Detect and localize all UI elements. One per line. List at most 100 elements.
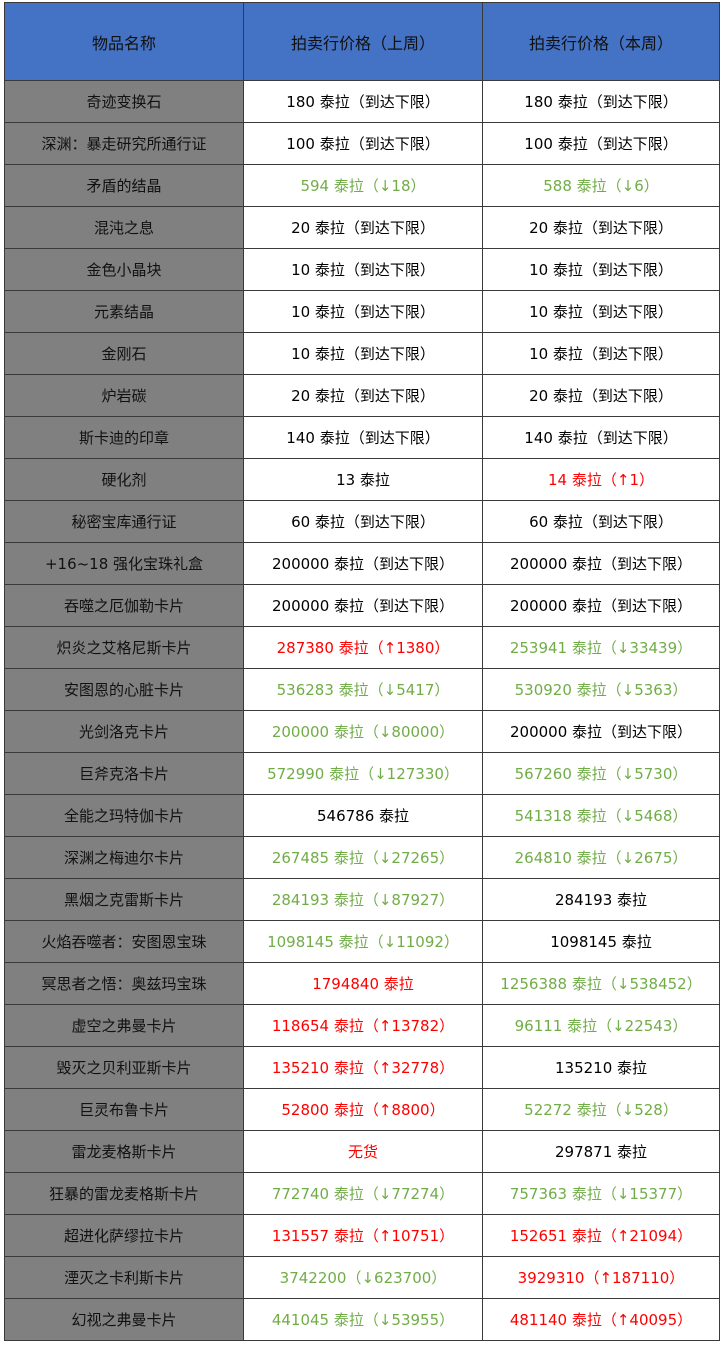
item-name: 火焰吞噬者：安图恩宝珠 — [4, 920, 244, 963]
table-row: 全能之玛特伽卡片 546786 泰拉 541318 泰拉（↓5468） — [4, 794, 720, 837]
price-cell: 253941 泰拉（↓33439） — [482, 626, 720, 669]
table-row: 硬化剂 13 泰拉 14 泰拉（↑1） — [4, 458, 720, 501]
table-row: 毁灭之贝利亚斯卡片 135210 泰拉（↑32778） 135210 泰拉 — [4, 1046, 720, 1089]
item-name: 深渊：暴走研究所通行证 — [4, 122, 244, 165]
table-row: 混沌之息 20 泰拉（到达下限） 20 泰拉（到达下限） — [4, 206, 720, 249]
item-name: 混沌之息 — [4, 206, 244, 249]
table-row: 安图恩的心脏卡片 536283 泰拉（↓5417） 530920 泰拉（↓5363） — [4, 668, 720, 711]
price-cell: 100 泰拉（到达下限） — [243, 122, 483, 165]
table-row: 奇迹变换石 180 泰拉（到达下限） 180 泰拉（到达下限） — [4, 80, 720, 123]
price-cell: 284193 泰拉 — [482, 878, 720, 921]
price-cell: 536283 泰拉（↓5417） — [243, 668, 483, 711]
price-cell: 546786 泰拉 — [243, 794, 483, 837]
item-name: 金色小晶块 — [4, 248, 244, 291]
price-cell: 10 泰拉（到达下限） — [482, 290, 720, 333]
table-row: 深渊之梅迪尔卡片 267485 泰拉（↓27265） 264810 泰拉（↓2675… — [4, 836, 720, 879]
price-cell: 10 泰拉（到达下限） — [482, 248, 720, 291]
item-name: 金刚石 — [4, 332, 244, 375]
price-cell: 20 泰拉（到达下限） — [482, 206, 720, 249]
price-cell: 572990 泰拉（↓127330） — [243, 752, 483, 795]
item-name: 硬化剂 — [4, 458, 244, 501]
table-row: 湮灭之卡利斯卡片 3742200（↓623700） 3929310（↑187110） — [4, 1256, 720, 1299]
price-cell: 567260 泰拉（↓5730） — [482, 752, 720, 795]
table-row: 元素结晶 10 泰拉（到达下限） 10 泰拉（到达下限） — [4, 290, 720, 333]
price-cell: 297871 泰拉 — [482, 1130, 720, 1173]
item-name: 炉岩碳 — [4, 374, 244, 417]
item-name: 炽炎之艾格尼斯卡片 — [4, 626, 244, 669]
price-cell: 1098145 泰拉（↓11092） — [243, 920, 483, 963]
item-name: 深渊之梅迪尔卡片 — [4, 836, 244, 879]
table-row: 吞噬之厄伽勒卡片 200000 泰拉（到达下限） 200000 泰拉（到达下限） — [4, 584, 720, 627]
item-name: 巨斧克洛卡片 — [4, 752, 244, 795]
price-table: 物品名称 拍卖行价格（上周） 拍卖行价格（本周） 奇迹变换石 180 泰拉（到达下… — [4, 2, 720, 1341]
item-name: 毁灭之贝利亚斯卡片 — [4, 1046, 244, 1089]
price-cell: 180 泰拉（到达下限） — [243, 80, 483, 123]
price-cell: 52800 泰拉（↑8800） — [243, 1088, 483, 1131]
price-cell: 284193 泰拉（↓87927） — [243, 878, 483, 921]
item-name: 黑烟之克雷斯卡片 — [4, 878, 244, 921]
item-name: 雷龙麦格斯卡片 — [4, 1130, 244, 1173]
price-cell: 10 泰拉（到达下限） — [243, 290, 483, 333]
price-cell: 3929310（↑187110） — [482, 1256, 720, 1299]
price-cell: 588 泰拉（↓6） — [482, 164, 720, 207]
table-row: 幻视之弗曼卡片 441045 泰拉（↓53955） 481140 泰拉（↑40095… — [4, 1298, 720, 1341]
price-cell: 10 泰拉（到达下限） — [243, 248, 483, 291]
price-cell: 594 泰拉（↓18） — [243, 164, 483, 207]
item-name: 光剑洛克卡片 — [4, 710, 244, 753]
item-name: 冥思者之悟：奥兹玛宝珠 — [4, 962, 244, 1005]
table-row: 超进化萨缪拉卡片 131557 泰拉（↑10751） 152651 泰拉（↑2109… — [4, 1214, 720, 1257]
price-cell: 530920 泰拉（↓5363） — [482, 668, 720, 711]
price-cell: 无货 — [243, 1130, 483, 1173]
item-name: 矛盾的结晶 — [4, 164, 244, 207]
table-body: 物品名称 拍卖行价格（上周） 拍卖行价格（本周） 奇迹变换石 180 泰拉（到达下… — [4, 2, 720, 1341]
table-row: 矛盾的结晶 594 泰拉（↓18） 588 泰拉（↓6） — [4, 164, 720, 207]
price-cell: 441045 泰拉（↓53955） — [243, 1298, 483, 1341]
price-cell: 541318 泰拉（↓5468） — [482, 794, 720, 837]
price-cell: 200000 泰拉（到达下限） — [243, 542, 483, 585]
price-cell: 96111 泰拉（↓22543） — [482, 1004, 720, 1047]
price-cell: 20 泰拉（到达下限） — [243, 374, 483, 417]
price-cell: 1098145 泰拉 — [482, 920, 720, 963]
price-cell: 180 泰拉（到达下限） — [482, 80, 720, 123]
item-name: 安图恩的心脏卡片 — [4, 668, 244, 711]
price-cell: 287380 泰拉（↑1380） — [243, 626, 483, 669]
table-row: 炽炎之艾格尼斯卡片 287380 泰拉（↑1380） 253941 泰拉（↓3343… — [4, 626, 720, 669]
price-cell: 200000 泰拉（到达下限） — [482, 584, 720, 627]
header-cell: 物品名称 — [4, 2, 244, 81]
item-name: 幻视之弗曼卡片 — [4, 1298, 244, 1341]
price-cell: 264810 泰拉（↓2675） — [482, 836, 720, 879]
price-cell: 14 泰拉（↑1） — [482, 458, 720, 501]
price-cell: 60 泰拉（到达下限） — [243, 500, 483, 543]
table-row: 巨灵布鲁卡片 52800 泰拉（↑8800） 52272 泰拉（↓528） — [4, 1088, 720, 1131]
item-name: 湮灭之卡利斯卡片 — [4, 1256, 244, 1299]
table-row: 金色小晶块 10 泰拉（到达下限） 10 泰拉（到达下限） — [4, 248, 720, 291]
price-cell: 131557 泰拉（↑10751） — [243, 1214, 483, 1257]
price-cell: 772740 泰拉（↓77274） — [243, 1172, 483, 1215]
table-row: 狂暴的雷龙麦格斯卡片 772740 泰拉（↓77274） 757363 泰拉（↓15… — [4, 1172, 720, 1215]
item-name: 巨灵布鲁卡片 — [4, 1088, 244, 1131]
price-cell: 20 泰拉（到达下限） — [243, 206, 483, 249]
item-name: 全能之玛特伽卡片 — [4, 794, 244, 837]
item-name: 超进化萨缪拉卡片 — [4, 1214, 244, 1257]
header-row: 物品名称 拍卖行价格（上周） 拍卖行价格（本周） — [4, 2, 720, 81]
price-cell: 135210 泰拉 — [482, 1046, 720, 1089]
price-cell: 3742200（↓623700） — [243, 1256, 483, 1299]
item-name: 奇迹变换石 — [4, 80, 244, 123]
header-cell: 拍卖行价格（上周） — [243, 2, 483, 81]
header-cell: 拍卖行价格（本周） — [482, 2, 720, 81]
price-cell: 200000 泰拉（到达下限） — [243, 584, 483, 627]
price-cell: 10 泰拉（到达下限） — [482, 332, 720, 375]
table-row: 深渊：暴走研究所通行证 100 泰拉（到达下限） 100 泰拉（到达下限） — [4, 122, 720, 165]
item-name: 吞噬之厄伽勒卡片 — [4, 584, 244, 627]
price-cell: 52272 泰拉（↓528） — [482, 1088, 720, 1131]
item-name: 元素结晶 — [4, 290, 244, 333]
table-row: +16~18 强化宝珠礼盒 200000 泰拉（到达下限） 200000 泰拉（到达… — [4, 542, 720, 585]
table-row: 火焰吞噬者：安图恩宝珠 1098145 泰拉（↓11092） 1098145 泰拉 — [4, 920, 720, 963]
price-cell: 13 泰拉 — [243, 458, 483, 501]
price-cell: 267485 泰拉（↓27265） — [243, 836, 483, 879]
price-cell: 481140 泰拉（↑40095） — [482, 1298, 720, 1341]
table-row: 雷龙麦格斯卡片 无货 297871 泰拉 — [4, 1130, 720, 1173]
price-cell: 152651 泰拉（↑21094） — [482, 1214, 720, 1257]
price-cell: 1256388 泰拉（↓538452） — [482, 962, 720, 1005]
